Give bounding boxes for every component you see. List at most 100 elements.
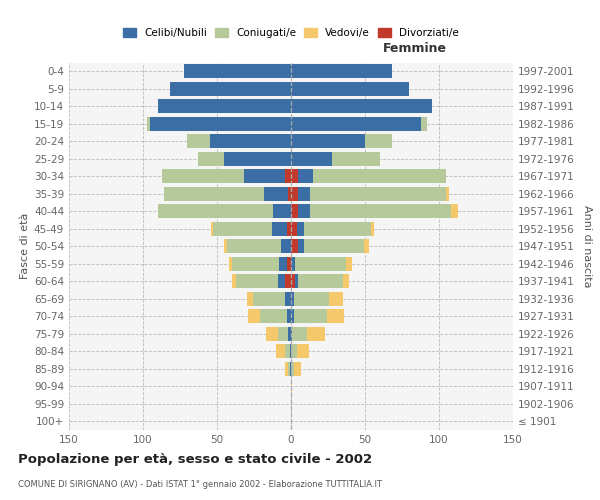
Bar	[291, 169, 298, 184]
Legend: Celibi/Nubili, Coniugati/e, Vedovi/e, Divorziati/e: Celibi/Nubili, Coniugati/e, Vedovi/e, Di…	[119, 24, 463, 42]
Bar	[260, 309, 287, 324]
Bar	[291, 134, 365, 148]
Bar	[279, 256, 287, 271]
Bar	[310, 204, 451, 218]
Bar	[291, 82, 409, 96]
Bar	[247, 292, 253, 306]
Bar	[291, 362, 294, 376]
Bar	[285, 169, 291, 184]
Bar	[209, 134, 291, 148]
Bar	[285, 362, 288, 376]
Bar	[187, 134, 209, 148]
Text: Femmine: Femmine	[383, 42, 448, 55]
Bar	[298, 274, 343, 288]
Bar	[287, 256, 291, 271]
Bar	[288, 326, 291, 341]
Bar	[287, 309, 291, 324]
Bar	[332, 152, 380, 166]
Bar	[304, 222, 371, 236]
Bar	[290, 362, 291, 376]
Bar	[291, 256, 295, 271]
Bar	[295, 256, 346, 271]
Bar	[272, 222, 287, 236]
Y-axis label: Anni di nascita: Anni di nascita	[581, 205, 592, 288]
Bar	[291, 116, 421, 131]
Bar	[288, 186, 291, 201]
Bar	[285, 292, 291, 306]
Bar	[346, 256, 352, 271]
Bar	[211, 222, 212, 236]
Bar	[291, 152, 332, 166]
Bar	[278, 326, 288, 341]
Bar	[297, 344, 309, 358]
Bar	[224, 152, 291, 166]
Bar	[253, 292, 285, 306]
Bar	[298, 186, 310, 201]
Bar	[291, 222, 297, 236]
Bar	[304, 239, 364, 254]
Bar	[288, 362, 290, 376]
Bar	[232, 256, 279, 271]
Bar	[313, 169, 446, 184]
Bar	[265, 186, 288, 201]
Bar	[298, 204, 310, 218]
Bar	[148, 116, 151, 131]
Bar	[285, 344, 290, 358]
Bar	[294, 292, 329, 306]
Bar	[446, 186, 449, 201]
Bar	[291, 379, 292, 394]
Bar	[291, 326, 292, 341]
Bar	[364, 239, 370, 254]
Bar	[278, 274, 285, 288]
Bar	[291, 239, 298, 254]
Bar	[291, 204, 298, 218]
Y-axis label: Fasce di età: Fasce di età	[20, 213, 30, 280]
Bar	[294, 309, 326, 324]
Bar	[248, 309, 260, 324]
Bar	[273, 204, 291, 218]
Bar	[329, 292, 343, 306]
Bar	[285, 274, 291, 288]
Bar	[291, 274, 295, 288]
Bar	[151, 116, 291, 131]
Bar	[164, 186, 265, 201]
Bar	[421, 116, 427, 131]
Bar	[291, 99, 431, 114]
Bar	[170, 82, 291, 96]
Bar	[229, 256, 232, 271]
Bar	[291, 64, 392, 78]
Bar	[291, 292, 294, 306]
Bar	[291, 186, 298, 201]
Text: COMUNE DI SIRIGNANO (AV) - Dati ISTAT 1° gennaio 2002 - Elaborazione TUTTITALIA.: COMUNE DI SIRIGNANO (AV) - Dati ISTAT 1°…	[18, 480, 382, 489]
Bar	[290, 344, 291, 358]
Bar	[162, 169, 244, 184]
Bar	[365, 134, 392, 148]
Bar	[232, 274, 236, 288]
Bar	[244, 169, 285, 184]
Bar	[236, 274, 278, 288]
Bar	[371, 222, 374, 236]
Bar	[295, 274, 298, 288]
Bar	[343, 274, 349, 288]
Bar	[298, 169, 313, 184]
Bar	[266, 326, 278, 341]
Bar	[158, 204, 273, 218]
Bar	[198, 152, 224, 166]
Bar	[287, 222, 291, 236]
Bar	[310, 186, 446, 201]
Bar	[294, 362, 301, 376]
Bar	[298, 239, 304, 254]
Bar	[227, 239, 281, 254]
Bar	[291, 309, 294, 324]
Bar	[292, 326, 307, 341]
Bar	[276, 344, 285, 358]
Bar	[184, 64, 291, 78]
Bar	[281, 239, 291, 254]
Bar	[291, 344, 297, 358]
Bar	[326, 309, 344, 324]
Bar	[307, 326, 325, 341]
Bar	[158, 99, 291, 114]
Text: Popolazione per età, sesso e stato civile - 2002: Popolazione per età, sesso e stato civil…	[18, 452, 372, 466]
Bar	[212, 222, 272, 236]
Bar	[297, 222, 304, 236]
